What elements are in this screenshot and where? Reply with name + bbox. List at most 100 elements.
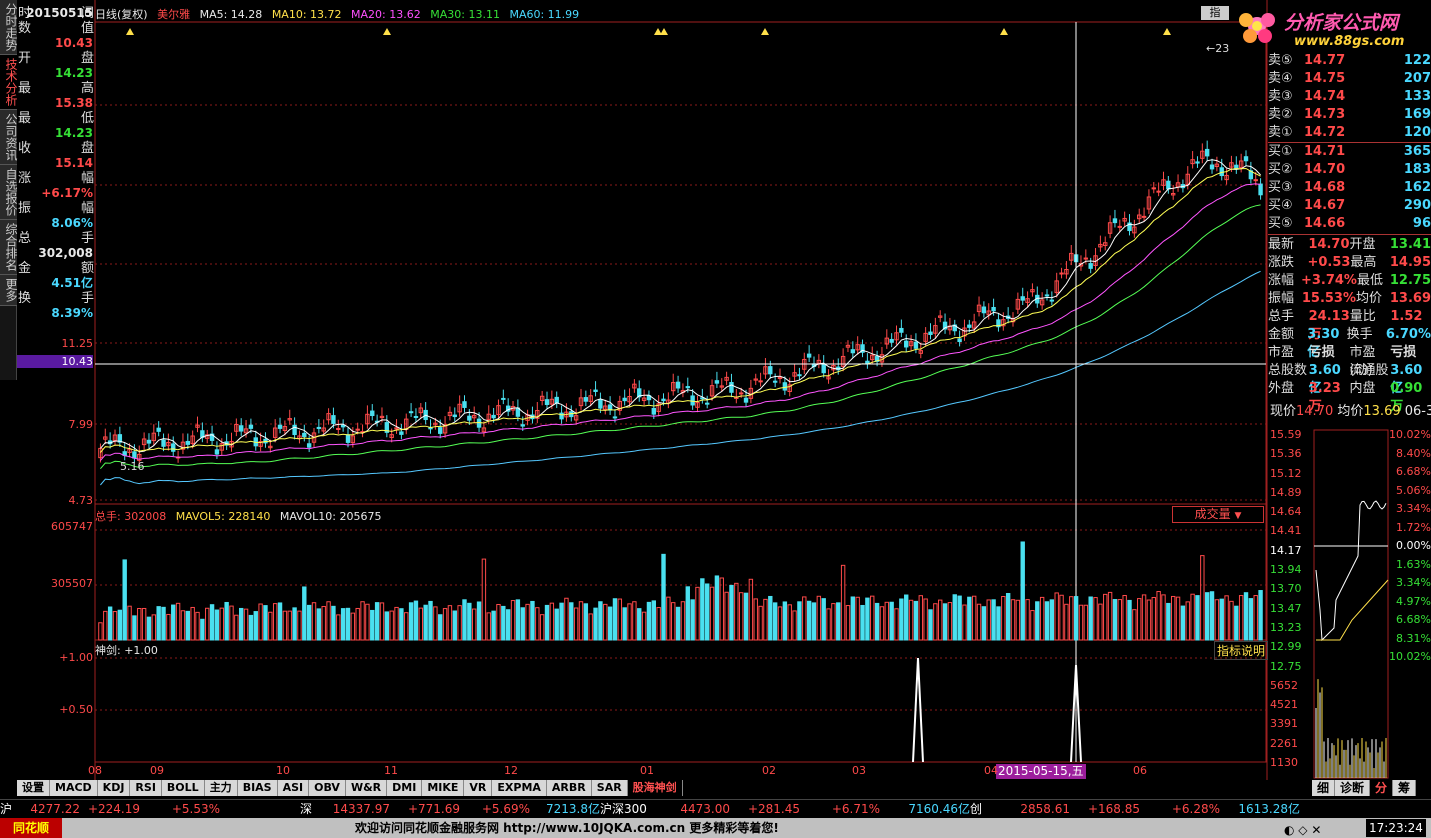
volume-bar [209,604,215,641]
indicator-tab[interactable]: ASI [277,780,310,796]
mini-tab[interactable]: 筹 [1393,780,1417,796]
candle-body [209,433,215,441]
indicator-tab[interactable]: 设置 [17,780,50,796]
index-status-bar: 沪 4277.22 +224.19 +5.53% 深 14337.97 +771.69 +5.… [0,799,1431,817]
candle-body [1112,218,1118,224]
indicator-tick: +0.50 [59,703,93,716]
window-controls[interactable]: ◐ ◇ ✕ [1284,823,1322,837]
indicator-tab[interactable]: OBV [309,780,346,796]
volume-bar [1234,605,1239,641]
candle-body [632,383,637,389]
stat-cell: 15.53% [1301,291,1357,306]
indicator-tab[interactable]: RSI [130,780,162,796]
volume-bar [1238,595,1244,641]
view-tab[interactable]: 公司资讯 [0,110,18,165]
candle-body [986,310,991,316]
volume-bar [282,610,288,641]
volume-bar [598,601,603,641]
volume-bar [797,601,802,641]
volume-bar [1025,599,1030,641]
volume-bar [637,608,642,641]
volume-bar [365,603,370,641]
view-tab[interactable]: 更多 [0,275,18,306]
indicator-tab[interactable]: 股海神剑 [627,780,683,796]
mini-chart-header: 现价14.70 均价13.69 06-30,二 [1270,404,1431,419]
indicator-help-button[interactable]: 指标说明 [1214,641,1269,660]
index-item[interactable]: 创 2858.61 +168.85 +6.28% 1613.28亿 [970,802,1300,816]
mini-avg-line [1316,579,1389,641]
stat-row: 金额 3.30亿 换手 6.70% [1268,326,1431,360]
period-label[interactable]: 日线(复权) [95,8,148,21]
candle-body [1059,272,1064,275]
volume-bar [971,595,977,641]
mini-tab[interactable]: 细 [1312,780,1336,796]
volume-bar [433,606,438,641]
volume-bar [1166,602,1171,641]
indicator-toggle-button[interactable]: 指 [1201,6,1229,20]
volume-bar [1010,599,1016,641]
volume-bar [98,622,103,641]
view-tab[interactable]: 自选报价 [0,165,18,220]
candle-body [1141,215,1147,218]
candle-body [302,432,307,438]
candle-body [1238,160,1244,169]
volume-bar [831,603,836,641]
volume-bar [1112,599,1118,641]
indicator-tab[interactable]: EXPMA [492,780,547,796]
view-tab[interactable]: 分时走势 [0,0,18,55]
indicator-tab[interactable]: KDJ [97,780,131,796]
mini-tab[interactable]: 诊断 [1335,780,1371,796]
indicator-tab[interactable]: BIAS [237,780,278,796]
candle-body [399,431,404,435]
indicator-tab[interactable]: SAR [591,780,628,796]
volume-bar [195,611,200,641]
volume-bar [743,592,749,641]
candle-body [1025,298,1030,303]
indicator-tab[interactable]: MIKE [422,780,465,796]
volume-bar [297,610,302,641]
indicator-tab[interactable]: MACD [50,780,98,796]
index-item[interactable]: 沪深300 4473.00 +281.45 +6.71% 7160.46亿 [600,802,970,816]
volume-bar [1229,600,1234,641]
volume-bar [806,600,812,641]
candle-body [132,451,137,459]
info-label: 盘 [80,51,94,66]
crosshair-date: 2015-05-15,五 [996,764,1086,779]
mini-price-axis: 15.59 15.36 15.12 14.89 14.64 14.41 14.17 13.94… [1270,428,1314,780]
candle-body [1258,183,1263,196]
mini-tab[interactable]: 分 [1370,780,1394,796]
stat-cell: 市盈(动) [1349,345,1376,378]
candle-body [321,427,326,432]
indicator-select[interactable]: 成交量 ▼ [1172,506,1264,523]
stat-cell: 最新 [1268,237,1295,252]
candle-body [166,441,171,447]
stat-row: 涨幅 +3.74% 最低 12.75 [1268,272,1431,290]
mini-price-tick: 1130 [1270,756,1298,770]
indicator-tab[interactable]: ARBR [546,780,592,796]
indicator-tab[interactable]: BOLL [161,780,205,796]
volume-bar [763,598,768,641]
indicator-tab[interactable]: W&R [345,780,388,796]
price-tick: 10.43 [17,355,93,368]
indicator-tab[interactable]: 主力 [204,780,238,796]
volume-bar [306,604,312,641]
signal-marker-icon [761,28,769,35]
date-tick: 03 [852,764,866,777]
view-tab[interactable]: 综合排名 [0,220,18,275]
index-item[interactable]: 沪 4277.22 +224.19 +5.53% [0,802,220,816]
signal-marker-icon [660,28,668,35]
volume-bar [942,603,948,641]
stat-cell: 换手 [1346,327,1373,342]
indicator-tab[interactable]: DMI [387,780,423,796]
volume-bar [821,598,826,641]
ma-line [100,159,1261,453]
indicator-tab[interactable]: VR [464,780,493,796]
info-value: +6.17% [41,186,93,200]
volume-bar [496,604,501,641]
index-item[interactable]: 深 14337.97 +771.69 +5.69% 7213.8亿 [300,802,600,816]
candle-body [763,366,768,375]
footer-message[interactable]: 欢迎访问同花顺金融服务网 http://www.10JQKA.com.cn 更多… [355,821,779,835]
view-tab[interactable]: 技术分析 [0,55,18,110]
mini-price-tick: 12.75 [1270,659,1302,673]
